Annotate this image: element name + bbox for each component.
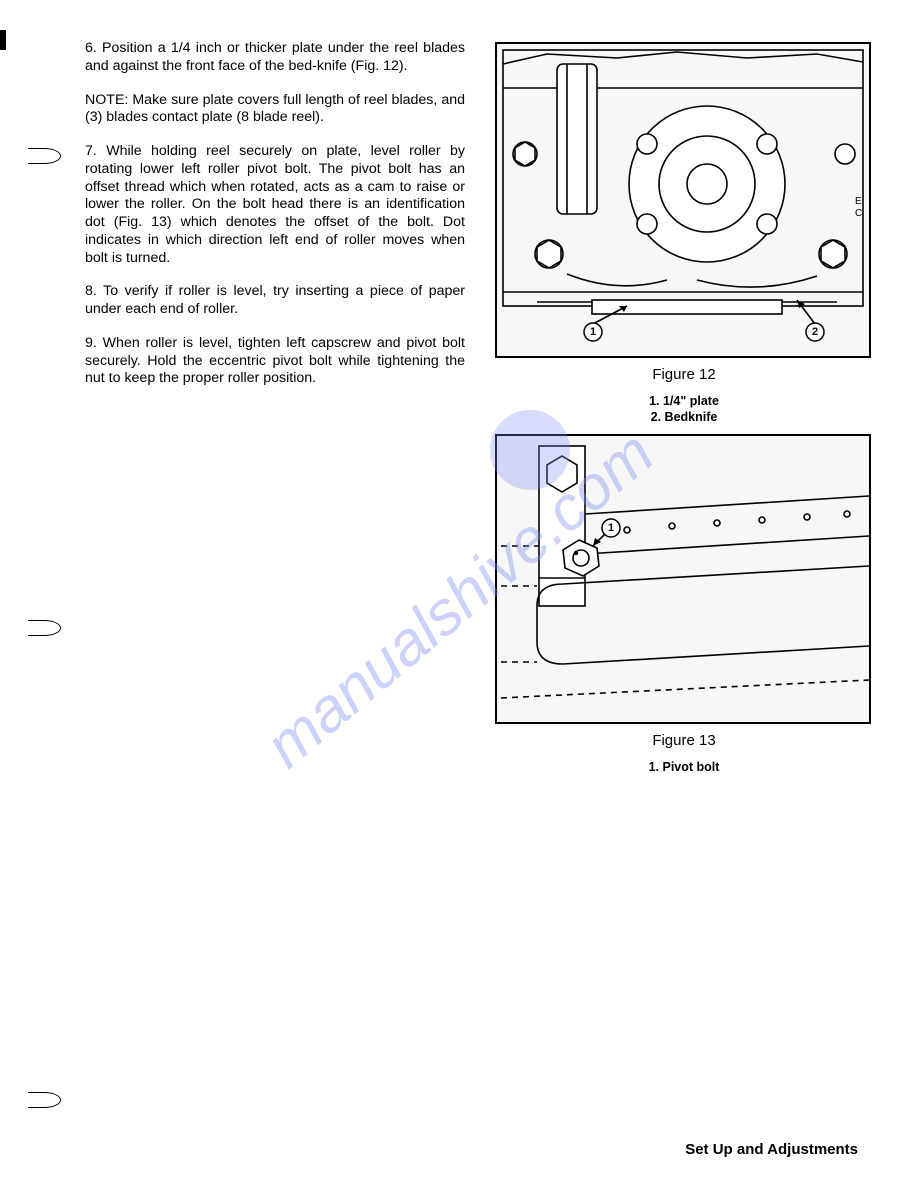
figure-12-illustration: E C 1 2 xyxy=(495,42,871,358)
binding-hole-mark xyxy=(28,148,61,164)
paragraph-note: NOTE: Make sure plate covers full length… xyxy=(85,92,465,128)
figure-13-caption: Figure 13 xyxy=(495,732,873,749)
svg-text:E: E xyxy=(855,196,862,207)
figure-12-legend: 1. 1/4" plate 2. Bedknife xyxy=(495,393,873,426)
scan-edge-mark xyxy=(0,30,6,50)
binding-hole-mark xyxy=(28,1092,61,1108)
figure-13-legend-line-1: 1. Pivot bolt xyxy=(495,759,873,775)
figure-12-callout-1-num: 1 xyxy=(590,326,596,338)
binding-hole-mark xyxy=(28,620,61,636)
page: 6. Position a 1/4 inch or thicker plate … xyxy=(0,0,918,1188)
figure-13-illustration: 1 xyxy=(495,434,871,724)
paragraph-6: 6. Position a 1/4 inch or thicker plate … xyxy=(85,40,465,76)
text-column: 6. Position a 1/4 inch or thicker plate … xyxy=(85,40,465,404)
figure-12-caption: Figure 12 xyxy=(495,366,873,383)
figure-12-legend-line-1: 1. 1/4" plate xyxy=(495,393,873,409)
paragraph-7: 7. While holding reel securely on plate,… xyxy=(85,143,465,267)
figure-12-legend-line-2: 2. Bedknife xyxy=(495,409,873,425)
paragraph-8: 8. To verify if roller is level, try ins… xyxy=(85,283,465,319)
figure-12-callout-2-num: 2 xyxy=(812,326,818,338)
figure-column: E C 1 2 Figure 1 xyxy=(495,42,873,775)
figure-13-legend: 1. Pivot bolt xyxy=(495,759,873,775)
svg-text:C: C xyxy=(855,208,862,219)
paragraph-9: 9. When roller is level, tighten left ca… xyxy=(85,335,465,388)
figure-13-callout-1-num: 1 xyxy=(608,522,614,534)
page-footer: Set Up and Adjustments xyxy=(685,1141,858,1158)
